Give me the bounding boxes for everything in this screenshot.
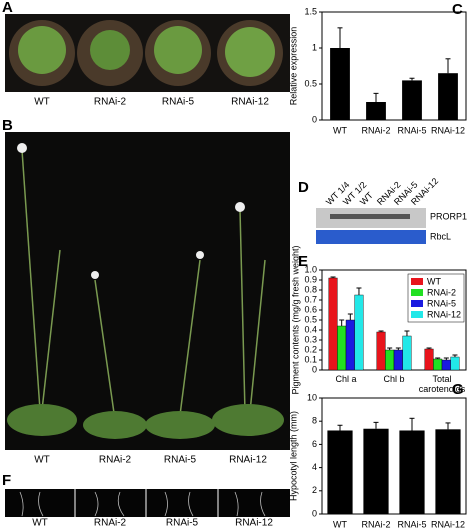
legend-label: RNAi-5: [427, 298, 456, 308]
panel-letter: G: [452, 381, 464, 398]
y-tick-label: 0.7: [304, 294, 317, 304]
y-tick-label: 0.1: [304, 354, 317, 364]
bar: [393, 349, 403, 371]
panel-letter: B: [2, 117, 13, 134]
photo-label: RNAi-12: [235, 518, 273, 529]
legend-swatch: [411, 300, 423, 307]
bar: [438, 73, 458, 120]
x-tick-label: Chl b: [383, 374, 405, 384]
y-tick-label: 0: [312, 364, 317, 374]
legend-swatch: [411, 311, 423, 318]
y-tick-label: 1.0: [304, 264, 317, 274]
x-tick-label: RNAi-5: [397, 519, 426, 529]
y-tick-label: 0.4: [304, 324, 317, 334]
photo-label: RNAi-5: [162, 97, 195, 108]
legend-label: RNAi-12: [427, 309, 461, 319]
y-tick-label: 2: [312, 485, 317, 495]
x-tick-label: RNAi-12: [431, 519, 465, 529]
legend-swatch: [411, 289, 423, 296]
bar: [376, 331, 386, 371]
x-tick-label: RNAi-2: [361, 519, 390, 529]
y-tick-label: 0.6: [304, 304, 317, 314]
photo-a: [5, 14, 290, 92]
y-tick-label: 0.3: [304, 334, 317, 344]
x-tick-label: Chl a: [335, 374, 357, 384]
bar: [385, 349, 395, 371]
legend-label: RNAi-2: [427, 287, 456, 297]
bar: [399, 430, 425, 514]
y-tick-label: 0.9: [304, 274, 317, 284]
band-label: RbcL: [430, 231, 451, 241]
bar: [424, 348, 434, 371]
bar: [441, 359, 451, 371]
photo-label: RNAi-2: [99, 455, 132, 466]
bar: [363, 428, 389, 514]
x-tick-label: Total carotenoids: [418, 374, 466, 394]
y-tick-label: 6: [312, 439, 317, 449]
x-tick-label: WT: [333, 519, 347, 529]
photo-f: [5, 489, 290, 517]
photo-label: WT: [34, 455, 50, 466]
photo-label: RNAi-5: [164, 455, 197, 466]
x-tick-label: WT: [333, 125, 347, 135]
bar: [433, 358, 443, 371]
y-axis-label: Pigment contents (mg/g fresh weight): [290, 245, 300, 394]
y-tick-label: 4: [312, 462, 317, 472]
bar: [366, 102, 386, 120]
blot: [316, 208, 426, 244]
photo-label: RNAi-5: [166, 518, 199, 529]
bar: [435, 429, 461, 514]
x-tick-label: RNAi-12: [431, 125, 465, 135]
photo-label: RNAi-2: [94, 97, 127, 108]
y-tick-label: 1: [312, 42, 317, 52]
band-label: PRORP1: [430, 211, 467, 221]
x-tick-label-text: Chl b: [383, 374, 405, 384]
y-tick-label: 10: [307, 392, 317, 402]
plot-frame: [321, 397, 467, 515]
photo-label: WT: [32, 518, 48, 529]
panel-letter: E: [298, 253, 308, 270]
photo-label: WT: [34, 97, 50, 108]
panel-letter: C: [452, 1, 463, 18]
panel-letter: D: [298, 179, 309, 196]
legend-label: WT: [427, 276, 441, 286]
y-axis-label: Hypocotyl length (mm): [288, 411, 298, 501]
legend-swatch: [411, 278, 423, 285]
plot-frame: [321, 11, 467, 121]
bar: [402, 80, 422, 120]
x-tick-label-text: Total carotenoids: [418, 374, 466, 394]
y-tick-label: 0.5: [304, 314, 317, 324]
bar: [354, 294, 364, 371]
bar: [345, 319, 355, 371]
bar: [328, 277, 338, 371]
bar: [327, 430, 353, 514]
y-axis-label: Relative expression: [288, 27, 298, 106]
bar: [450, 356, 460, 371]
panel-letter: F: [2, 472, 11, 489]
photo-label: RNAi-12: [231, 97, 269, 108]
y-tick-label: 0.5: [304, 78, 317, 88]
photo-label: RNAi-12: [229, 455, 267, 466]
photo-label: RNAi-2: [94, 518, 127, 529]
y-tick-label: 0: [312, 114, 317, 124]
y-tick-label: 1.5: [304, 6, 317, 16]
bar: [337, 325, 347, 371]
y-tick-label: 0.2: [304, 344, 317, 354]
y-tick-label: 0.8: [304, 284, 317, 294]
x-tick-label-text: Chl a: [335, 374, 357, 384]
x-tick-label: RNAi-5: [397, 125, 426, 135]
x-tick-label: RNAi-2: [361, 125, 390, 135]
bar: [402, 335, 412, 371]
bar: [330, 48, 350, 120]
panel-letter: A: [2, 0, 13, 16]
y-tick-label: 8: [312, 416, 317, 426]
photo-b: [5, 132, 290, 450]
y-tick-label: 0: [312, 508, 317, 518]
